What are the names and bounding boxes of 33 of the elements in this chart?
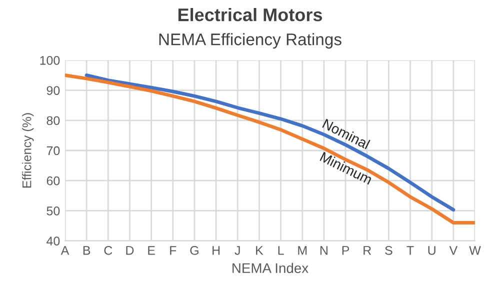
- x-tick-label: C: [104, 246, 112, 255]
- y-tick-label: 40: [46, 236, 60, 246]
- x-tick-label: B: [83, 246, 90, 255]
- y-tick-label: 100: [40, 56, 60, 65]
- x-tick-label: N: [320, 246, 328, 255]
- x-tick-label: M: [298, 246, 307, 255]
- x-tick-label: U: [428, 246, 436, 255]
- y-tick-label: 70: [46, 146, 60, 156]
- x-tick-label: A: [60, 246, 70, 255]
- x-tick-label: G: [190, 246, 198, 255]
- x-tick-label: J: [234, 246, 240, 255]
- x-tick-label: W: [469, 246, 481, 255]
- line-series: [65, 74, 475, 224]
- y-tick-label: 60: [46, 176, 60, 186]
- chart-title: Electrical Motors: [178, 8, 322, 22]
- y-tick-label: 90: [46, 86, 60, 95]
- x-tick-label: T: [406, 246, 414, 255]
- x-tick-label: R: [364, 246, 372, 255]
- y-tick-label: 80: [46, 116, 60, 126]
- x-tick-label: D: [126, 246, 134, 255]
- y-axis-title: Efficiency (%): [22, 113, 34, 188]
- y-tick-label: 50: [46, 206, 60, 216]
- line-series: [84, 74, 456, 212]
- x-tick-label: L: [278, 246, 284, 255]
- x-tick-label: F: [170, 246, 176, 255]
- x-tick-label: S: [385, 246, 392, 255]
- x-tick-label: P: [342, 246, 350, 255]
- x-tick-label: H: [212, 246, 220, 255]
- x-tick-label: K: [256, 246, 264, 255]
- chart-subtitle: NEMA Efficiency Ratings: [159, 33, 342, 49]
- x-tick-label: E: [148, 246, 155, 255]
- x-axis-title: NEMA Index: [232, 262, 308, 274]
- x-tick-label: V: [449, 246, 458, 255]
